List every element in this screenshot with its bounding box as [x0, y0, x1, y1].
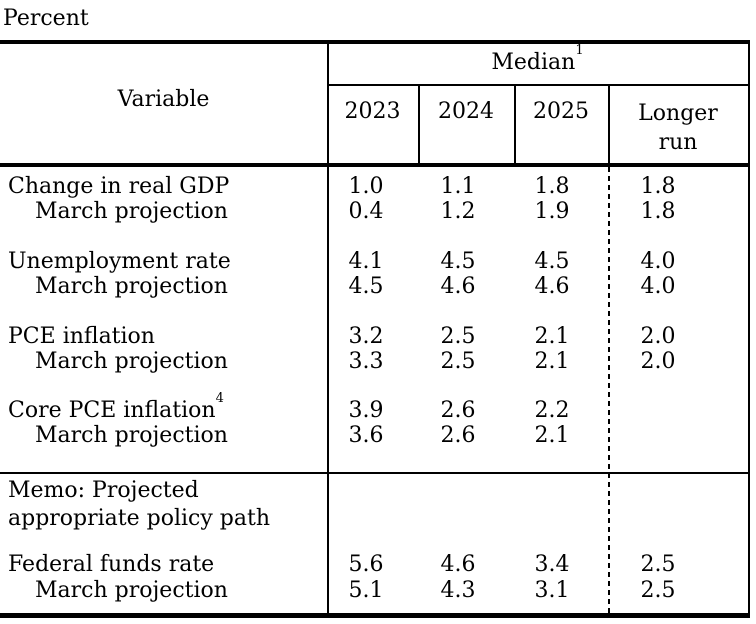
value-2024: 1.1: [440, 174, 476, 199]
value-2023: 3.6: [348, 423, 384, 448]
longer-run-header: Longer run: [608, 99, 748, 157]
median-column-group-header: Median1: [327, 44, 748, 76]
value-2024: 4.6: [440, 552, 476, 577]
value-2024: 2.6: [440, 423, 476, 448]
value-2023: 1.0: [348, 174, 384, 199]
median-footnote-superscript: 1: [575, 42, 584, 58]
memo-label-line2: appropriate policy path: [8, 506, 271, 531]
value-2023: 4.1: [348, 249, 384, 274]
value-longer-run: 2.5: [640, 578, 676, 603]
table-row-gdp: Change in real GDP 1.0 1.1 1.8 1.8: [0, 174, 756, 200]
value-longer-run: 1.8: [640, 199, 676, 224]
row-label: March projection: [35, 423, 228, 448]
value-2025: 2.1: [534, 423, 570, 448]
table-row-unemployment-march: March projection 4.5 4.6 4.6 4.0: [0, 274, 756, 300]
memo-section-rule: [0, 472, 750, 474]
value-2025: 1.8: [534, 174, 570, 199]
percent-unit-label: Percent: [3, 6, 89, 31]
core-pce-footnote-superscript: 4: [215, 390, 224, 406]
row-label: Federal funds rate: [8, 552, 215, 577]
row-label: March projection: [35, 349, 228, 374]
longer-run-header-line2: run: [658, 130, 698, 155]
value-2023: 0.4: [348, 199, 384, 224]
value-2025: 2.1: [534, 349, 570, 374]
median-label: Median: [491, 50, 576, 75]
row-label: Core PCE inflation4: [8, 390, 224, 423]
header-bottom-rule: [0, 163, 750, 167]
value-longer-run: 4.0: [640, 274, 676, 299]
row-label: Change in real GDP: [8, 174, 230, 199]
memo-row-line2: appropriate policy path: [0, 506, 756, 532]
year-separator-2024-2025: [514, 86, 516, 163]
value-2024: 2.6: [440, 398, 476, 423]
table-top-rule: [0, 40, 750, 44]
value-2024: 1.2: [440, 199, 476, 224]
memo-row-line1: Memo: Projected: [0, 478, 756, 504]
value-2024: 4.6: [440, 274, 476, 299]
table-row-unemployment: Unemployment rate 4.1 4.5 4.5 4.0: [0, 249, 756, 275]
value-2024: 2.5: [440, 324, 476, 349]
value-longer-run: 4.0: [640, 249, 676, 274]
row-label: Unemployment rate: [8, 249, 231, 274]
value-2025: 1.9: [534, 199, 570, 224]
value-2023: 4.5: [348, 274, 384, 299]
table-row-gdp-march: March projection 0.4 1.2 1.9 1.8: [0, 199, 756, 225]
value-2025: 4.6: [534, 274, 570, 299]
value-2024: 4.3: [440, 578, 476, 603]
value-2023: 3.9: [348, 398, 384, 423]
year-header-2023: 2023: [344, 99, 401, 124]
year-header-2025: 2025: [533, 99, 589, 124]
value-2023: 3.3: [348, 349, 384, 374]
table-bottom-rule: [0, 613, 750, 618]
table-row-pce-inflation-march: March projection 3.3 2.5 2.1 2.0: [0, 349, 756, 375]
table-row-core-pce-inflation: Core PCE inflation4 3.9 2.6 2.2: [0, 390, 756, 424]
row-label: March projection: [35, 274, 228, 299]
table-row-federal-funds-rate: Federal funds rate 5.6 4.6 3.4 2.5: [0, 552, 756, 578]
row-label: March projection: [35, 578, 228, 603]
value-longer-run: 2.0: [640, 324, 676, 349]
table-row-core-pce-inflation-march: March projection 3.6 2.6 2.1: [0, 423, 756, 449]
value-2023: 5.6: [348, 552, 384, 577]
year-header-2024: 2024: [438, 99, 494, 124]
value-2025: 2.1: [534, 324, 570, 349]
row-label: PCE inflation: [8, 324, 155, 349]
value-2024: 2.5: [440, 349, 476, 374]
table-row-federal-funds-rate-march: March projection 5.1 4.3 3.1 2.5: [0, 578, 756, 604]
value-2024: 4.5: [440, 249, 476, 274]
value-2023: 3.2: [348, 324, 384, 349]
year-separator-2025-longer-run: [608, 86, 610, 163]
value-2025: 3.4: [534, 552, 570, 577]
value-longer-run: 2.5: [640, 552, 676, 577]
longer-run-header-line1: Longer: [638, 101, 718, 126]
memo-label-line1: Memo: Projected: [8, 478, 199, 503]
value-2025: 4.5: [534, 249, 570, 274]
table-right-border: [748, 40, 750, 618]
row-label: March projection: [35, 199, 228, 224]
table-row-pce-inflation: PCE inflation 3.2 2.5 2.1 2.0: [0, 324, 756, 350]
value-2025: 3.1: [534, 578, 570, 603]
variable-column-header: Variable: [117, 87, 210, 112]
value-2023: 5.1: [348, 578, 384, 603]
value-longer-run: 1.8: [640, 174, 676, 199]
value-2025: 2.2: [534, 398, 570, 423]
year-separator-2023-2024: [418, 86, 420, 163]
median-underline-rule: [327, 84, 750, 86]
value-longer-run: 2.0: [640, 349, 676, 374]
longer-run-dashed-separator: [608, 167, 610, 613]
variable-column-separator: [327, 40, 329, 618]
